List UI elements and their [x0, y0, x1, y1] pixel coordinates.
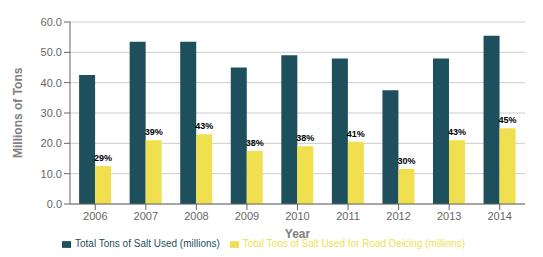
svg-text:2009: 2009 — [235, 210, 259, 222]
svg-text:0.0: 0.0 — [47, 198, 62, 210]
svg-text:40.0: 40.0 — [41, 77, 62, 89]
svg-text:20.0: 20.0 — [41, 137, 62, 149]
svg-text:Millions of Tons: Millions of Tons — [11, 67, 25, 158]
svg-text:43%: 43% — [195, 121, 213, 131]
svg-text:38%: 38% — [246, 138, 264, 148]
svg-text:Year: Year — [285, 227, 311, 241]
svg-text:2012: 2012 — [386, 210, 410, 222]
svg-text:60.0: 60.0 — [41, 16, 62, 28]
svg-text:2011: 2011 — [336, 210, 360, 222]
svg-text:2006: 2006 — [83, 210, 107, 222]
html-text:Total Tons of Salt Used for Ro: Total Tons of Salt Used for Road Deicing… — [242, 238, 465, 249]
svg-text:29%: 29% — [94, 153, 112, 163]
svg-text:10.0: 10.0 — [41, 168, 62, 180]
svg-text:30.0: 30.0 — [41, 107, 62, 119]
svg-text:2014: 2014 — [487, 210, 511, 222]
svg-text:43%: 43% — [448, 127, 466, 137]
svg-text:39%: 39% — [145, 127, 163, 137]
svg-text:38%: 38% — [296, 133, 314, 143]
html-text:Total Tons of Salt Used (milli: Total Tons of Salt Used (millions) — [75, 238, 220, 249]
svg-text:2010: 2010 — [285, 210, 309, 222]
svg-text:45%: 45% — [499, 115, 517, 125]
svg-text:41%: 41% — [347, 129, 365, 139]
svg-text:30%: 30% — [397, 156, 415, 166]
svg-text:50.0: 50.0 — [41, 46, 62, 58]
svg-text:2008: 2008 — [184, 210, 208, 222]
svg-text:2013: 2013 — [437, 210, 461, 222]
svg-text:2007: 2007 — [134, 210, 158, 222]
